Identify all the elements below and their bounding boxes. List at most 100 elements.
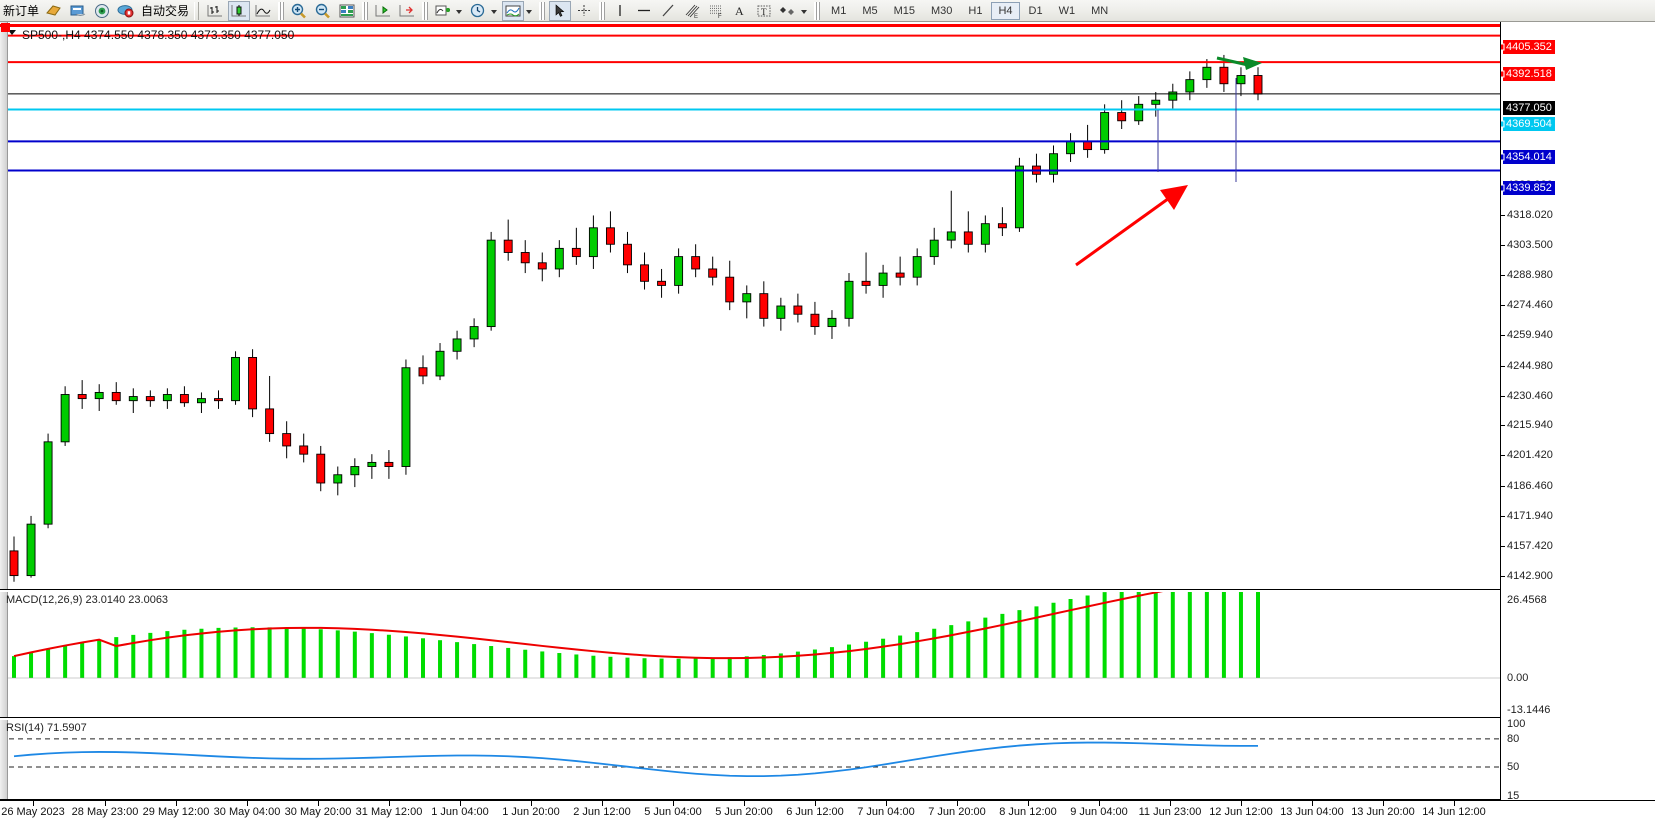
time-tick-mark xyxy=(1028,801,1029,806)
tile-windows-icon[interactable] xyxy=(336,1,358,21)
rsi-tick-label: 100 xyxy=(1507,718,1526,730)
chart-shift-icon[interactable] xyxy=(372,1,394,21)
price-level-label[interactable]: 4339.852 xyxy=(1503,181,1555,195)
crosshair-icon[interactable] xyxy=(573,1,595,21)
timeframe-mn[interactable]: MN xyxy=(1091,4,1109,17)
time-tick-label: 2 Jun 12:00 xyxy=(573,806,631,818)
price-tick-label: 4215.940 xyxy=(1507,419,1553,432)
time-tick-label: 7 Jun 04:00 xyxy=(857,806,915,818)
price-tick-label: 4171.940 xyxy=(1507,510,1553,523)
templates-icon[interactable] xyxy=(502,0,525,21)
autotrading-label[interactable]: 自动交易 xyxy=(141,3,190,18)
price-tick-mark xyxy=(1501,275,1505,277)
price-tick-label: 4303.500 xyxy=(1507,239,1553,252)
period-dropdown-caret[interactable] xyxy=(491,9,498,14)
price-tick-mark xyxy=(1501,575,1505,577)
time-tick-mark xyxy=(247,801,248,806)
price-level-label[interactable]: 4369.504 xyxy=(1503,117,1555,131)
line-chart-icon[interactable] xyxy=(252,1,274,21)
price-level-handle[interactable] xyxy=(1501,43,1505,51)
price-tick-label: 4230.460 xyxy=(1507,389,1553,402)
timeframe-m5[interactable]: M5 xyxy=(862,4,878,17)
autotrading-icon[interactable] xyxy=(115,1,137,21)
svg-text:T: T xyxy=(761,7,767,17)
macd-pane[interactable]: MACD(12,26,9) 23.0140 23.0063 xyxy=(0,592,1500,718)
price-axis[interactable]: 4362.0204347.5004332.9804318.0204303.500… xyxy=(1500,22,1655,800)
price-level-handle[interactable] xyxy=(1501,70,1505,78)
time-tick-label: 1 Jun 04:00 xyxy=(431,806,489,818)
timeframe-d1[interactable]: D1 xyxy=(1028,4,1043,17)
data-window-icon[interactable] xyxy=(43,1,65,21)
price-tick-label: 4244.980 xyxy=(1507,359,1553,372)
horizontal-line-icon[interactable] xyxy=(633,1,655,21)
time-tick-label: 28 May 23:00 xyxy=(71,806,139,818)
price-level-label[interactable]: 4392.518 xyxy=(1503,67,1555,81)
top-red-line xyxy=(0,24,1500,27)
price-pane-scrollbar[interactable] xyxy=(0,22,8,589)
timeframe-m1[interactable]: M1 xyxy=(831,4,847,17)
price-tick-label: 4201.420 xyxy=(1507,449,1553,462)
price-tick-label: 4157.420 xyxy=(1507,539,1553,552)
macd-tick-label: 26.4568 xyxy=(1507,594,1547,606)
objects-icon[interactable] xyxy=(777,1,799,21)
timeframe-h4[interactable]: H4 xyxy=(991,1,1020,20)
price-tick-label: 4318.020 xyxy=(1507,209,1553,222)
macd-pane-scrollbar[interactable] xyxy=(0,592,8,717)
time-tick-mark xyxy=(815,801,816,806)
rsi-tick-label: 15 xyxy=(1507,790,1520,800)
toolbar-grip-1[interactable] xyxy=(194,1,200,20)
chart-root: SP500-,H4 4374.550 4378.350 4373.350 437… xyxy=(0,22,1655,825)
rsi-pane[interactable]: RSI(14) 71.5907 xyxy=(0,720,1500,800)
price-tick-label: 4274.460 xyxy=(1507,299,1553,312)
auto-scroll-icon[interactable] xyxy=(396,1,418,21)
new-order-button[interactable]: 新订单 xyxy=(3,3,40,18)
trendline-icon[interactable] xyxy=(657,1,679,21)
timeframe-h1[interactable]: H1 xyxy=(968,4,983,17)
zoom-out-icon[interactable] xyxy=(312,1,334,21)
price-level-handle[interactable] xyxy=(1501,153,1505,161)
fibonacci-icon[interactable]: F xyxy=(705,1,727,21)
equidistant-channel-icon[interactable]: E xyxy=(681,1,703,21)
price-level-handle[interactable] xyxy=(1501,120,1505,128)
top-red-marker[interactable] xyxy=(1,23,10,32)
price-tick-mark xyxy=(1501,334,1505,336)
price-tick-mark xyxy=(1501,215,1505,217)
price-level-handle[interactable] xyxy=(1501,184,1505,192)
cursor-icon[interactable] xyxy=(549,0,572,21)
period-icon[interactable] xyxy=(467,1,489,21)
time-tick-label: 30 May 20:00 xyxy=(284,806,352,818)
text-label-icon[interactable]: T xyxy=(753,1,775,21)
price-tick-mark xyxy=(1501,455,1505,457)
price-level-label[interactable]: 4377.050 xyxy=(1503,101,1555,115)
timeframe-w1[interactable]: W1 xyxy=(1058,4,1076,17)
time-tick-label: 12 Jun 12:00 xyxy=(1209,806,1273,818)
time-axis[interactable]: 26 May 2023 28 May 23:00 29 May 12:00 30 Ma… xyxy=(0,800,1655,825)
rsi-plot xyxy=(0,738,1500,778)
time-tick-label: 9 Jun 04:00 xyxy=(1070,806,1128,818)
time-tick-mark xyxy=(673,801,674,806)
indicators-dropdown-caret[interactable] xyxy=(456,9,463,14)
zoom-in-icon[interactable] xyxy=(288,1,310,21)
svg-text:F: F xyxy=(718,14,722,19)
objects-dropdown-caret[interactable] xyxy=(801,9,808,14)
timeframe-m15[interactable]: M15 xyxy=(893,4,915,17)
rsi-title: RSI(14) 71.5907 xyxy=(6,722,87,734)
price-tick-mark xyxy=(1501,395,1505,397)
vertical-line-icon[interactable] xyxy=(609,1,631,21)
candlestick-chart-icon[interactable] xyxy=(228,0,251,21)
price-pane[interactable] xyxy=(0,22,1500,590)
toolbar-sep-3 xyxy=(422,1,429,20)
indicators-icon[interactable] xyxy=(432,1,454,21)
timeframe-m30[interactable]: M30 xyxy=(931,4,953,17)
price-level-label[interactable]: 4354.014 xyxy=(1503,150,1555,164)
price-candles xyxy=(0,34,1500,582)
terminal-icon[interactable] xyxy=(67,1,89,21)
bar-chart-icon[interactable] xyxy=(204,1,226,21)
price-level-label[interactable]: 4405.352 xyxy=(1503,40,1555,54)
rsi-pane-scrollbar[interactable] xyxy=(0,720,8,799)
time-tick-mark xyxy=(1383,801,1384,806)
navigator-icon[interactable] xyxy=(91,1,113,21)
text-icon[interactable]: A xyxy=(729,1,751,21)
pane-collapse-icon[interactable] xyxy=(8,30,16,35)
templates-dropdown-caret[interactable] xyxy=(526,9,533,14)
